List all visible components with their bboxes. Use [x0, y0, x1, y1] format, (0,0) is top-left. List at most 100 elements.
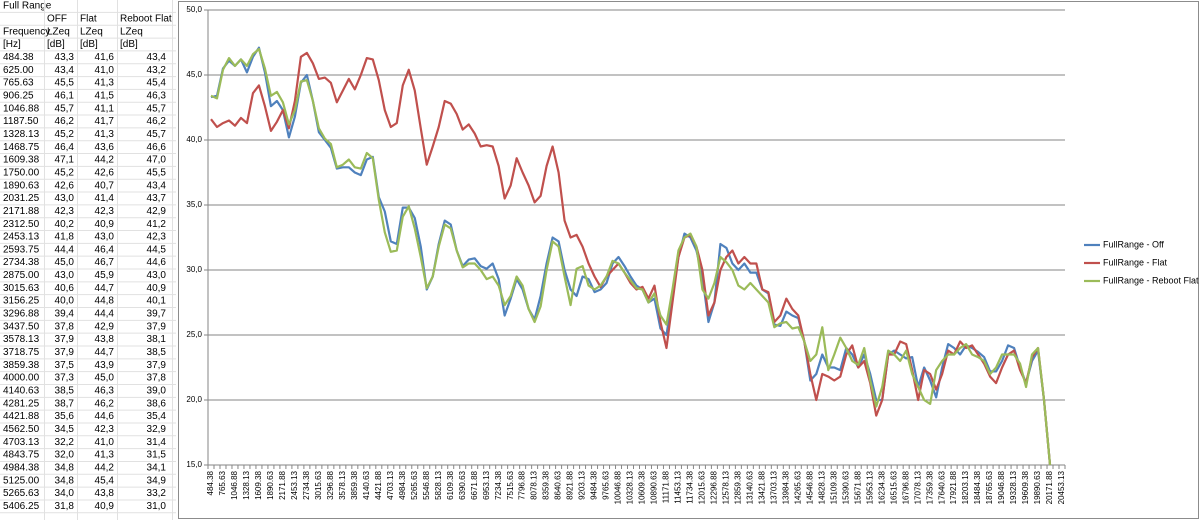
x-tick-label: 13140.63 — [745, 470, 754, 504]
x-tick-label: 18484.38 — [973, 470, 982, 504]
cell: 42,9 — [95, 321, 115, 332]
x-tick-label: 765.63 — [218, 470, 227, 495]
x-tick-label: 10328.13 — [626, 470, 635, 504]
cell: 38,5 — [55, 386, 75, 397]
cell: 44,7 — [95, 283, 115, 294]
cell: 625.00 — [3, 65, 34, 76]
cell: 2453.13 — [3, 232, 40, 243]
cell: 32,9 — [147, 424, 167, 435]
cell: 3156.25 — [3, 296, 40, 307]
x-tick-label: 16515.63 — [889, 470, 898, 504]
header-cell: LZeq — [120, 26, 143, 37]
cell: 31,0 — [147, 501, 167, 512]
cell: 4000.00 — [3, 373, 40, 384]
cell: 41,0 — [95, 437, 115, 448]
cell: 1750.00 — [3, 167, 40, 178]
cell: 43,4 — [147, 52, 167, 63]
cell: 46,3 — [95, 386, 115, 397]
cell: 34,8 — [55, 463, 75, 474]
cell: 4562.50 — [3, 424, 40, 435]
cell: 34,0 — [55, 488, 75, 499]
cell: 46,4 — [55, 142, 75, 153]
cell: 31,5 — [147, 450, 167, 461]
x-tick-label: 15671.88 — [853, 470, 862, 504]
cell: 41,2 — [147, 219, 167, 230]
cell: 37,5 — [55, 360, 75, 371]
y-tick-label: 50,0 — [186, 5, 202, 14]
x-tick-label: 6953.13 — [482, 470, 491, 499]
cell: 32,2 — [55, 437, 75, 448]
x-tick-label: 2453.13 — [290, 470, 299, 499]
x-tick-label: 12296.88 — [710, 470, 719, 504]
x-tick-label: 12859.38 — [733, 470, 742, 504]
column-label: Flat — [80, 13, 97, 24]
x-tick-label: 5546.88 — [422, 470, 431, 499]
cell: 39,4 — [55, 309, 75, 320]
cell: 1468.75 — [3, 142, 40, 153]
x-tick-label: 6109.38 — [446, 470, 455, 499]
cell: 34,9 — [147, 475, 167, 486]
x-tick-label: 9203.13 — [578, 470, 587, 499]
cell: 45,9 — [95, 270, 115, 281]
cell: 1046.88 — [3, 103, 40, 114]
cell: 484.38 — [3, 52, 34, 63]
cell: 45,2 — [55, 129, 75, 140]
x-tick-label: 17359.38 — [925, 470, 934, 504]
cell: 4281.25 — [3, 398, 40, 409]
cell: 42,3 — [95, 206, 115, 217]
cell: 906.25 — [3, 90, 34, 101]
cell: 3578.13 — [3, 334, 40, 345]
x-tick-label: 8078.13 — [530, 470, 539, 499]
x-tick-label: 3015.63 — [314, 470, 323, 499]
header-cell: [dB] — [80, 39, 98, 50]
cell: 4843.75 — [3, 450, 40, 461]
cell: 44,2 — [95, 155, 115, 166]
y-tick-label: 20,0 — [186, 395, 202, 404]
x-tick-label: 4421.88 — [374, 470, 383, 499]
x-tick-label: 20171.88 — [1045, 470, 1054, 504]
cell: 45,5 — [55, 78, 75, 89]
x-tick-label: 3578.13 — [338, 470, 347, 499]
cell: 40,6 — [55, 283, 75, 294]
cell: 46,7 — [95, 257, 115, 268]
cell: 46,6 — [147, 142, 167, 153]
cell: 44,5 — [147, 244, 167, 255]
cell: 35,4 — [147, 411, 167, 422]
cell: 1890.63 — [3, 180, 40, 191]
cell: 33,2 — [147, 488, 167, 499]
x-tick-label: 17921.88 — [949, 470, 958, 504]
cell: 3437.50 — [3, 321, 40, 332]
x-tick-label: 20453.13 — [1057, 470, 1066, 504]
y-tick-label: 35,0 — [186, 200, 202, 209]
cell: 37,3 — [55, 373, 75, 384]
cell: 40,9 — [95, 219, 115, 230]
header-cell: Frequency — [3, 26, 50, 37]
cell: 37,9 — [55, 347, 75, 358]
header-cell: LZeq — [47, 26, 70, 37]
cell: 34,5 — [55, 424, 75, 435]
cell: 3718.75 — [3, 347, 40, 358]
x-tick-label: 18203.13 — [961, 470, 970, 504]
cell: 45,7 — [147, 129, 167, 140]
cell: 46,4 — [95, 244, 115, 255]
cell: 41,7 — [95, 116, 115, 127]
x-tick-label: 6390.63 — [458, 470, 467, 499]
cell: 5265.63 — [3, 488, 40, 499]
x-tick-label: 484.38 — [206, 470, 215, 495]
cell: 39,0 — [147, 386, 167, 397]
cell: 40,9 — [147, 283, 167, 294]
cell: 43,4 — [147, 180, 167, 191]
x-tick-label: 14828.13 — [817, 470, 826, 504]
cell: 4421.88 — [3, 411, 40, 422]
y-tick-label: 15,0 — [186, 460, 202, 469]
cell: 43,0 — [95, 232, 115, 243]
cell: 4984.38 — [3, 463, 40, 474]
cell: 37,8 — [147, 373, 167, 384]
cell: 45,0 — [95, 373, 115, 384]
cell: 46,1 — [55, 90, 75, 101]
x-tick-label: 1890.63 — [266, 470, 275, 499]
cell: 40,7 — [95, 180, 115, 191]
y-tick-label: 30,0 — [186, 265, 202, 274]
cell: 1328.13 — [3, 129, 40, 140]
